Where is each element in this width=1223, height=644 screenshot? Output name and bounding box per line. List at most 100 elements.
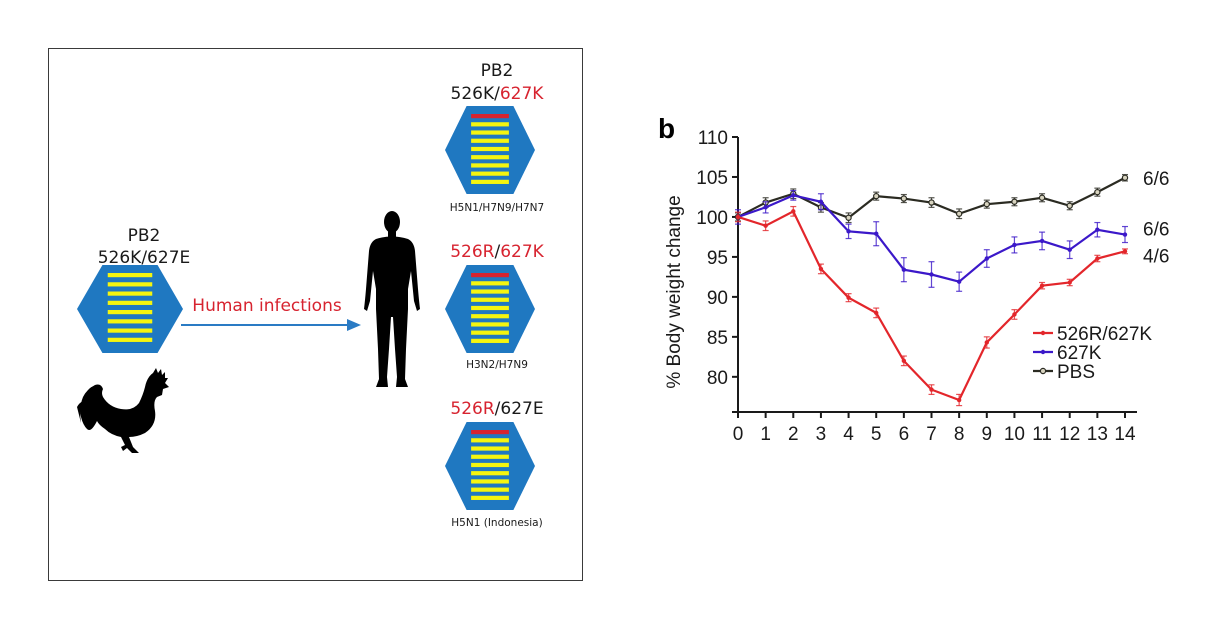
data-point bbox=[791, 209, 796, 214]
data-point bbox=[1122, 249, 1128, 254]
gene-stripe bbox=[471, 479, 509, 484]
rooster-silhouette-icon bbox=[77, 368, 169, 453]
data-point bbox=[735, 214, 741, 220]
data-point bbox=[1121, 174, 1129, 181]
data-point bbox=[845, 214, 852, 221]
data-point bbox=[1011, 198, 1018, 205]
hexagon-shape bbox=[77, 265, 183, 353]
x-tick-label: 12 bbox=[1059, 424, 1080, 445]
survival-label: 4/6 bbox=[1143, 246, 1169, 267]
y-tick-label: 85 bbox=[707, 328, 728, 349]
mutation-highlight: 627K bbox=[499, 84, 544, 104]
gene-stripe bbox=[471, 155, 509, 160]
variant-1-pb2-title: PB2 bbox=[480, 61, 514, 81]
variant-1-mutation-label: 526K/627K bbox=[417, 84, 577, 104]
data-point bbox=[1122, 232, 1128, 237]
data-point bbox=[791, 193, 796, 198]
mutation-text: 526K/ bbox=[450, 84, 500, 104]
data-point bbox=[1012, 312, 1017, 317]
data-point bbox=[955, 210, 963, 217]
gene-stripe bbox=[471, 122, 509, 127]
gene-stripe bbox=[107, 300, 153, 305]
x-tick-label: 7 bbox=[926, 424, 937, 445]
human-silhouette-icon bbox=[364, 211, 420, 387]
data-point bbox=[1066, 202, 1073, 209]
mutation-highlight: 526R bbox=[450, 242, 495, 262]
gene-stripe bbox=[471, 495, 509, 500]
data-point bbox=[874, 310, 879, 316]
x-tick-label: 13 bbox=[1087, 424, 1108, 445]
variant-3-mutation-label: 526R/627E bbox=[417, 399, 577, 419]
gene-stripe bbox=[471, 179, 509, 184]
gene-stripe bbox=[471, 305, 509, 311]
survival-label: 6/6 bbox=[1143, 220, 1169, 241]
data-point bbox=[984, 340, 989, 345]
legend-marker bbox=[1039, 367, 1047, 375]
x-tick-label: 2 bbox=[788, 424, 799, 445]
gene-stripe bbox=[471, 146, 509, 152]
gene-stripe bbox=[471, 289, 509, 294]
gene-stripe bbox=[107, 310, 153, 315]
data-point bbox=[874, 231, 879, 236]
data-point bbox=[1067, 247, 1072, 252]
data-point bbox=[1095, 227, 1100, 232]
gene-stripe bbox=[471, 454, 509, 459]
variant-2-strains: H3N2/H7N9 bbox=[466, 359, 528, 371]
data-point bbox=[818, 199, 824, 204]
x-tick-label: 4 bbox=[843, 424, 854, 445]
hexagon-polymerase-icon bbox=[445, 106, 535, 194]
data-point bbox=[983, 200, 990, 208]
mutation-stripe bbox=[471, 430, 509, 435]
source-pb2-title: PB2 bbox=[127, 226, 161, 246]
data-point bbox=[1095, 256, 1100, 261]
x-tick-label: 3 bbox=[816, 424, 827, 445]
source-mutation-label: 526K/627E bbox=[64, 248, 224, 268]
data-point bbox=[928, 199, 935, 206]
gene-stripe bbox=[107, 282, 153, 287]
gene-stripe bbox=[471, 314, 509, 319]
y-tick-label: 110 bbox=[698, 128, 728, 149]
x-tick-label: 6 bbox=[899, 424, 910, 445]
arrow-label: Human infections bbox=[192, 296, 342, 316]
gene-stripe bbox=[107, 273, 153, 278]
x-tick-label: 0 bbox=[733, 424, 744, 445]
gene-stripe bbox=[471, 446, 509, 451]
data-point bbox=[984, 256, 989, 261]
series-layer: 6/6 6/6 4/6 bbox=[734, 169, 1169, 407]
y-tick-label: 95 bbox=[707, 248, 728, 269]
data-point bbox=[763, 205, 768, 210]
series-pbs: 6/6 bbox=[734, 169, 1169, 224]
mutation-text: /627E bbox=[494, 399, 544, 419]
x-tick-label: 1 bbox=[760, 424, 771, 445]
y-tick-label: 80 bbox=[707, 368, 728, 389]
gene-stripe bbox=[107, 328, 153, 333]
hexagon-polymerase-icon bbox=[445, 422, 535, 510]
data-point bbox=[1039, 238, 1045, 244]
x-tick-label: 8 bbox=[954, 424, 965, 445]
x-tick-label: 10 bbox=[1004, 424, 1025, 445]
panel-label: b bbox=[658, 113, 675, 144]
data-point bbox=[1012, 242, 1017, 248]
x-tick-label: 5 bbox=[871, 424, 882, 445]
gene-stripe bbox=[471, 471, 509, 476]
variant-2-mutation-label: 526R/627K bbox=[417, 242, 577, 262]
y-tick-label: 100 bbox=[696, 208, 728, 229]
mutation-highlight: 627K bbox=[500, 242, 544, 262]
survival-label: 6/6 bbox=[1143, 169, 1169, 190]
mutation-stripe bbox=[471, 114, 509, 119]
x-tick-label: 9 bbox=[981, 424, 992, 445]
data-point bbox=[763, 223, 768, 228]
data-point bbox=[1039, 283, 1045, 288]
gene-stripe bbox=[471, 297, 509, 302]
mutation-stripe bbox=[471, 273, 509, 278]
gene-stripe bbox=[471, 462, 509, 468]
data-point bbox=[1067, 280, 1072, 285]
y-axis-label: % Body weight change bbox=[664, 195, 685, 388]
data-point bbox=[818, 266, 824, 272]
hexagon-polymerase-icon bbox=[77, 265, 183, 353]
series-526r-627k: 4/6 bbox=[735, 205, 1169, 407]
gene-stripe bbox=[107, 319, 153, 324]
arrow-icon bbox=[181, 319, 361, 331]
mutation-text: / bbox=[494, 242, 501, 262]
